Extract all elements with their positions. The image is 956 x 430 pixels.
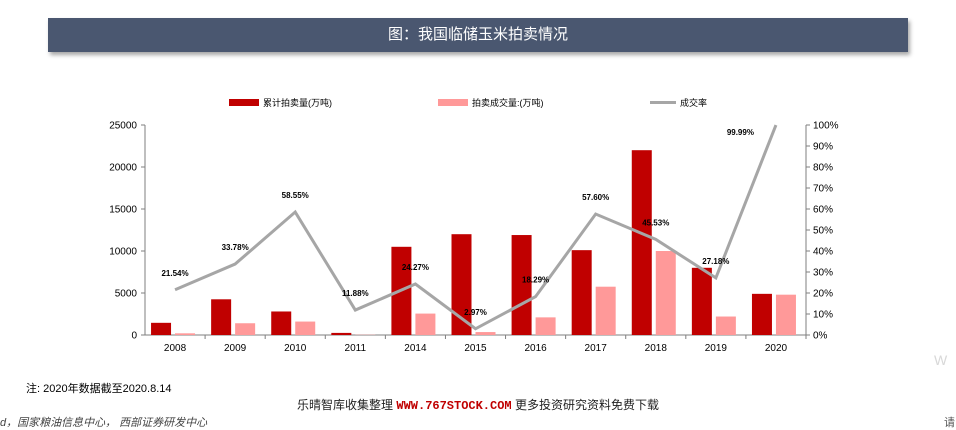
y-left-tick-label: 25000	[109, 121, 137, 132]
bar-cumulative	[211, 299, 231, 335]
bar-cumulative	[271, 311, 291, 335]
rate-data-label: 2.97%	[464, 308, 487, 317]
y-left-tick-label: 5000	[115, 289, 138, 300]
rate-data-label: 58.55%	[282, 191, 309, 200]
bar-cumulative	[151, 323, 171, 335]
rate-data-label: 27.18%	[702, 257, 729, 266]
rate-data-label: 45.53%	[642, 218, 669, 227]
bar-cumulative	[692, 268, 712, 335]
x-tick-label: 2010	[284, 343, 307, 354]
y-right-tick-label: 90%	[813, 142, 833, 153]
x-tick-label: 2015	[464, 343, 487, 354]
bar-volume	[596, 287, 616, 335]
bar-volume	[716, 317, 736, 335]
y-left-tick-label: 20000	[109, 163, 137, 174]
bar-cumulative	[572, 250, 592, 335]
y-right-tick-label: 20%	[813, 289, 833, 300]
y-right-tick-label: 100%	[813, 121, 839, 132]
watermark-prefix: 乐晴智库收集整理	[297, 398, 393, 412]
x-tick-label: 2011	[345, 343, 367, 354]
x-tick-label: 2008	[164, 343, 187, 354]
bar-volume	[656, 251, 676, 335]
bar-cumulative	[331, 333, 351, 335]
x-tick-label: 2019	[705, 343, 728, 354]
rate-data-label: 18.29%	[522, 276, 549, 285]
rate-data-label: 33.78%	[222, 243, 249, 252]
y-right-tick-label: 10%	[813, 310, 833, 321]
bar-cumulative	[512, 235, 532, 335]
x-tick-label: 2020	[765, 343, 788, 354]
y-right-tick-label: 80%	[813, 163, 833, 174]
watermark-url[interactable]: WWW.767STOCK.COM	[396, 399, 511, 413]
edge-mark: W	[934, 352, 947, 368]
bar-cumulative	[752, 294, 772, 335]
bar-volume	[476, 332, 496, 335]
bar-volume	[295, 322, 315, 335]
y-right-tick-label: 0%	[813, 331, 828, 342]
y-right-tick-label: 70%	[813, 184, 833, 195]
rate-data-label: 57.60%	[582, 193, 609, 202]
bar-volume	[536, 317, 556, 335]
y-left-tick-label: 0	[131, 331, 137, 342]
y-right-tick-label: 60%	[813, 205, 833, 216]
rate-data-label: 24.27%	[402, 263, 429, 272]
x-tick-label: 2009	[224, 343, 247, 354]
y-left-tick-label: 10000	[109, 247, 137, 258]
line-rate	[175, 125, 776, 329]
bar-cumulative	[632, 150, 652, 335]
y-right-tick-label: 40%	[813, 247, 833, 258]
x-tick-label: 2017	[585, 343, 608, 354]
rate-data-label: 99.99%	[727, 128, 754, 137]
watermark-suffix: 更多投资研究资料免费下载	[515, 398, 659, 412]
x-tick-label: 2018	[645, 343, 668, 354]
chart-note: 注: 2020年数据截至2020.8.14	[26, 380, 172, 396]
x-tick-label: 2016	[524, 343, 547, 354]
watermark: 乐晴智库收集整理 WWW.767STOCK.COM 更多投资研究资料免费下载	[0, 396, 956, 413]
y-right-tick-label: 30%	[813, 268, 833, 279]
y-left-tick-label: 15000	[109, 205, 137, 216]
rate-data-label: 11.88%	[342, 289, 369, 298]
rate-data-label: 21.54%	[161, 269, 188, 278]
bar-volume	[175, 333, 195, 335]
bar-volume	[235, 323, 255, 335]
y-right-tick-label: 50%	[813, 226, 833, 237]
bar-volume	[415, 314, 435, 335]
bar-volume	[776, 295, 796, 335]
x-tick-label: 2014	[404, 343, 427, 354]
